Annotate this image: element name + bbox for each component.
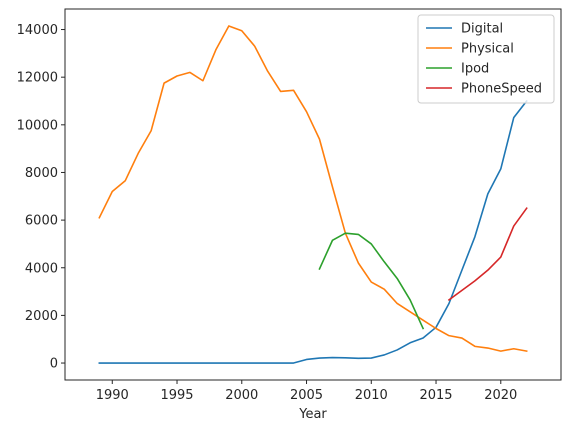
legend-label-phonespeed: PhoneSpeed xyxy=(461,82,542,97)
series-line-digital xyxy=(98,99,528,364)
y-tick-label: 6000 xyxy=(25,214,58,229)
legend-label-digital: Digital xyxy=(461,22,503,37)
legend-box xyxy=(417,14,555,104)
x-axis-label: Year xyxy=(298,407,327,422)
legend: Digital Physical Ipod PhoneSpeed xyxy=(417,14,555,104)
x-tick-label: 2010 xyxy=(355,388,388,403)
y-tick-label: 2000 xyxy=(25,309,58,324)
series-line-phonespeed xyxy=(447,207,528,302)
legend-label-ipod: Ipod xyxy=(461,62,489,77)
series-layer xyxy=(98,25,528,364)
x-tick-label: 2015 xyxy=(419,388,452,403)
y-tick-label: 4000 xyxy=(25,261,58,276)
y-axis: 0 2000 4000 6000 8000 10000 12000 14000 xyxy=(17,23,65,372)
y-tick-label: 14000 xyxy=(17,23,58,38)
y-tick-label: 10000 xyxy=(17,118,58,133)
legend-label-physical: Physical xyxy=(461,42,514,57)
y-tick-label: 12000 xyxy=(17,71,58,86)
x-axis: 1990 1995 2000 2005 2010 2015 2020 xyxy=(96,380,517,403)
x-tick-label: 2020 xyxy=(484,388,517,403)
y-tick-label: 0 xyxy=(50,357,58,372)
series-line-ipod xyxy=(318,232,425,330)
x-tick-label: 1995 xyxy=(160,388,193,403)
plot-frame xyxy=(64,8,562,381)
x-tick-label: 1990 xyxy=(96,388,129,403)
x-tick-label: 2005 xyxy=(290,388,323,403)
x-tick-label: 2000 xyxy=(225,388,258,403)
series-line-physical xyxy=(98,25,528,353)
y-tick-label: 8000 xyxy=(25,166,58,181)
